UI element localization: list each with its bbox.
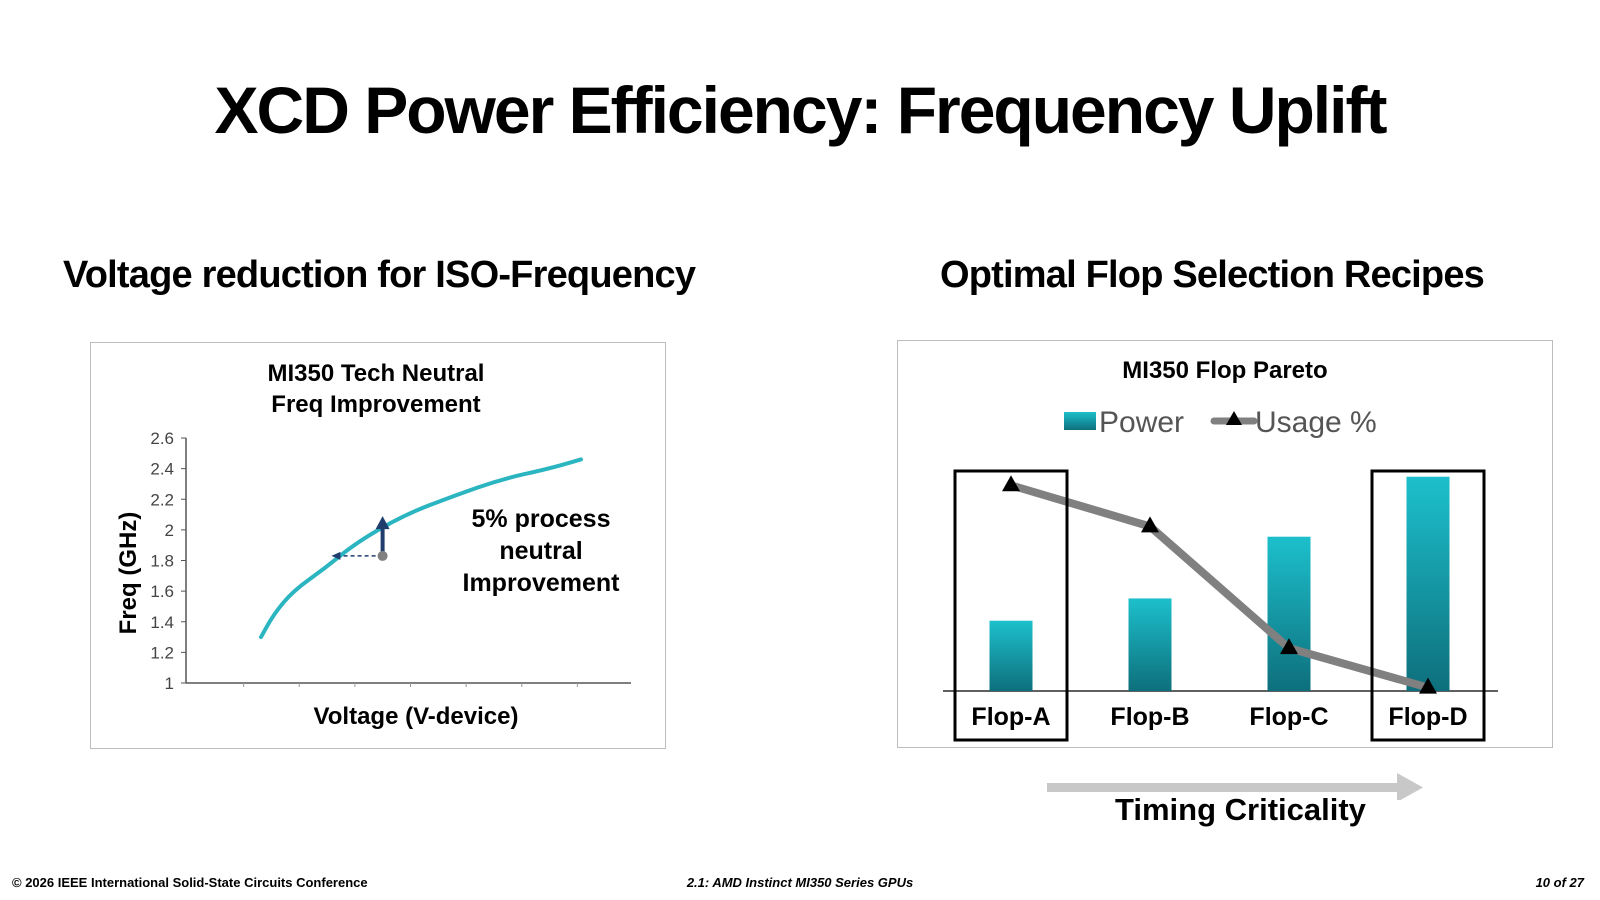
legend-power-label: Power bbox=[1099, 406, 1184, 439]
freq-y-tick-label: 2.6 bbox=[150, 429, 174, 448]
annotation-line: neutral bbox=[499, 537, 582, 565]
power-bar bbox=[1267, 536, 1311, 691]
usage-marker bbox=[1002, 475, 1020, 492]
category-label: Flop-C bbox=[1249, 703, 1328, 731]
footer-copyright: © 2026 IEEE International Solid-State Ci… bbox=[12, 875, 368, 890]
operating-point bbox=[377, 550, 388, 561]
legend-usage-label: Usage % bbox=[1255, 406, 1377, 439]
iso-freq-arrowhead bbox=[331, 551, 341, 560]
usage-marker bbox=[1141, 516, 1159, 533]
freq-y-tick-label: 2.2 bbox=[150, 490, 174, 509]
freq-y-tick-label: 2.4 bbox=[150, 460, 174, 479]
category-label: Flop-A bbox=[971, 703, 1050, 731]
freq-chart-svg: MI350 Tech Neutral Freq Improvement 1 1.2… bbox=[115, 360, 631, 730]
legend-power-swatch bbox=[1064, 412, 1096, 430]
category-label: Flop-B bbox=[1110, 703, 1189, 731]
freq-chart-title-line1: MI350 Tech Neutral bbox=[268, 360, 485, 387]
highlight-box bbox=[953, 469, 1069, 742]
freq-y-tick-label: 1.6 bbox=[150, 582, 174, 601]
freq-chart-xlabel: Voltage (V-device) bbox=[314, 703, 519, 730]
footer-session: 2.1: AMD Instinct MI350 Series GPUs bbox=[686, 875, 914, 890]
timing-arrow-icon bbox=[1047, 773, 1423, 800]
freq-chart-ylabel: Freq (GHz) bbox=[115, 512, 142, 635]
annotation-line: Improvement bbox=[463, 569, 621, 597]
footer-page-number: 10 of 27 bbox=[1535, 875, 1584, 890]
flop-chart-svg: MI350 Flop Pareto Power Usage % Flop-A Fl… bbox=[943, 357, 1498, 742]
flop-chart-title: MI350 Flop Pareto bbox=[1122, 357, 1327, 384]
legend-usage-marker bbox=[1226, 411, 1242, 425]
freq-y-tick-label: 1.2 bbox=[150, 643, 174, 662]
usage-marker bbox=[1419, 677, 1437, 694]
freq-chart-title-line2: Freq Improvement bbox=[271, 391, 480, 418]
freq-y-tick-label: 1 bbox=[165, 674, 174, 693]
freq-uplift-arrowhead bbox=[375, 516, 390, 530]
highlight-box bbox=[1370, 469, 1486, 742]
freq-y-tick-label: 1.8 bbox=[150, 552, 174, 571]
freq-improvement-chart: MI350 Tech Neutral Freq Improvement 1 1.2… bbox=[90, 342, 666, 749]
power-bar bbox=[1128, 598, 1172, 691]
freq-y-tick-label: 2 bbox=[165, 521, 174, 540]
freq-y-tick-label: 1.4 bbox=[150, 613, 174, 632]
power-bar bbox=[989, 620, 1033, 691]
flop-pareto-chart: MI350 Flop Pareto Power Usage % Flop-A Fl… bbox=[897, 340, 1553, 748]
timing-criticality-label: Timing Criticality bbox=[1115, 792, 1366, 827]
right-heading: Optimal Flop Selection Recipes bbox=[940, 254, 1485, 296]
slide-title: XCD Power Efficiency: Frequency Uplift bbox=[214, 73, 1388, 147]
category-label: Flop-D bbox=[1388, 703, 1467, 731]
power-bar bbox=[1406, 476, 1450, 691]
usage-marker bbox=[1280, 638, 1298, 655]
annotation-line: 5% process bbox=[472, 505, 611, 533]
left-heading: Voltage reduction for ISO-Frequency bbox=[63, 254, 696, 296]
usage-line bbox=[1009, 481, 1430, 692]
timing-criticality bbox=[1045, 770, 1445, 850]
flop-chart-legend: Power Usage % bbox=[1064, 406, 1377, 439]
